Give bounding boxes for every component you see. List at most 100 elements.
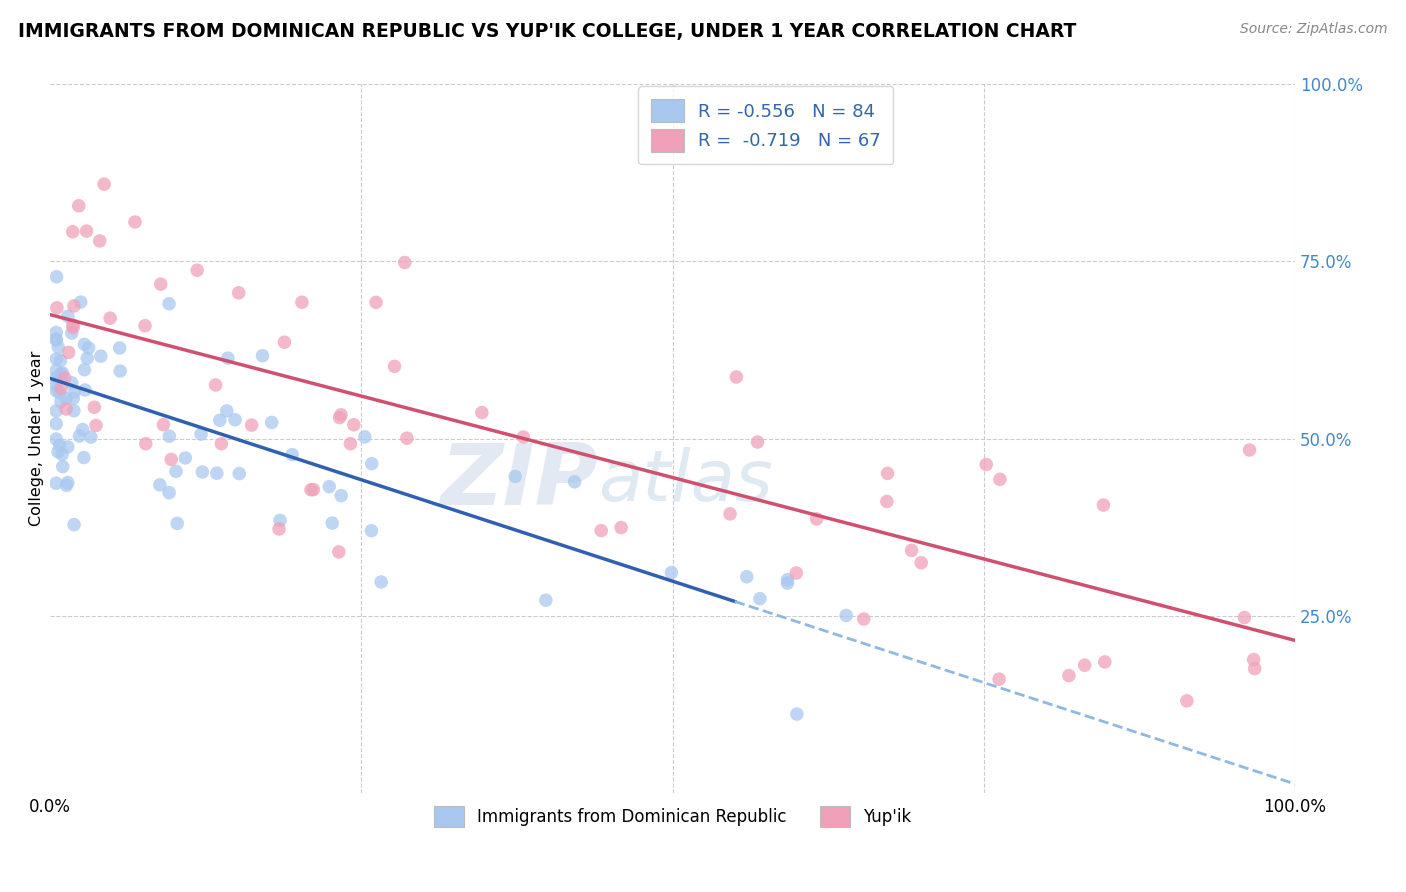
- Point: [343, 417, 366, 432]
- Point: [564, 475, 586, 489]
- Point: [321, 516, 343, 530]
- Point: [806, 512, 828, 526]
- Point: [610, 520, 633, 534]
- Point: [328, 410, 350, 425]
- Point: [748, 591, 770, 606]
- Point: [73, 362, 96, 376]
- Point: [1239, 442, 1261, 457]
- Point: [747, 435, 769, 450]
- Point: [45, 432, 67, 446]
- Point: [62, 318, 84, 332]
- Point: [786, 707, 808, 722]
- Point: [252, 349, 274, 363]
- Point: [534, 593, 557, 607]
- Point: [49, 381, 72, 395]
- Point: [260, 416, 283, 430]
- Point: [149, 277, 172, 292]
- Point: [49, 353, 72, 368]
- Point: [84, 418, 107, 433]
- Point: [215, 404, 238, 418]
- Point: [45, 384, 67, 398]
- Point: [46, 444, 69, 458]
- Text: atlas: atlas: [598, 447, 772, 516]
- Point: [267, 522, 290, 536]
- Point: [62, 392, 84, 406]
- Point: [240, 418, 263, 433]
- Point: [45, 301, 67, 315]
- Point: [725, 370, 748, 384]
- Point: [835, 608, 858, 623]
- Point: [228, 285, 250, 300]
- Point: [661, 566, 683, 580]
- Point: [55, 402, 77, 417]
- Point: [45, 269, 67, 284]
- Point: [1094, 655, 1116, 669]
- Point: [55, 392, 77, 406]
- Point: [108, 341, 131, 355]
- Text: Source: ZipAtlas.com: Source: ZipAtlas.com: [1240, 22, 1388, 37]
- Point: [67, 429, 90, 443]
- Point: [157, 297, 180, 311]
- Point: [852, 612, 875, 626]
- Point: [55, 478, 77, 492]
- Point: [73, 337, 96, 351]
- Point: [330, 489, 353, 503]
- Text: ZIP: ZIP: [440, 440, 598, 523]
- Point: [135, 436, 157, 450]
- Point: [1092, 498, 1115, 512]
- Point: [394, 255, 416, 269]
- Point: [384, 359, 406, 374]
- Point: [45, 363, 67, 377]
- Point: [735, 570, 758, 584]
- Point: [360, 524, 382, 538]
- Point: [60, 376, 83, 390]
- Point: [45, 332, 67, 346]
- Text: IMMIGRANTS FROM DOMINICAN REPUBLIC VS YUP'IK COLLEGE, UNDER 1 YEAR CORRELATION C: IMMIGRANTS FROM DOMINICAN REPUBLIC VS YU…: [18, 22, 1077, 41]
- Point: [330, 408, 353, 422]
- Point: [62, 225, 84, 239]
- Point: [56, 310, 79, 324]
- Point: [269, 513, 291, 527]
- Point: [83, 401, 105, 415]
- Point: [48, 385, 70, 400]
- Point: [51, 447, 73, 461]
- Point: [776, 573, 799, 587]
- Point: [152, 417, 174, 432]
- Point: [72, 423, 94, 437]
- Point: [591, 524, 613, 538]
- Point: [134, 318, 156, 333]
- Point: [45, 476, 67, 491]
- Point: [328, 545, 350, 559]
- Point: [98, 311, 121, 326]
- Point: [73, 450, 96, 465]
- Point: [281, 448, 304, 462]
- Point: [45, 351, 67, 366]
- Point: [353, 430, 375, 444]
- Point: [46, 340, 69, 354]
- Point: [108, 364, 131, 378]
- Point: [1233, 610, 1256, 624]
- Point: [974, 458, 997, 472]
- Point: [190, 427, 212, 442]
- Point: [224, 413, 246, 427]
- Point: [69, 295, 91, 310]
- Point: [56, 475, 79, 490]
- Point: [1243, 652, 1265, 666]
- Point: [80, 430, 103, 444]
- Point: [90, 349, 112, 363]
- Point: [208, 413, 231, 427]
- Point: [51, 366, 73, 380]
- Point: [988, 472, 1011, 486]
- Point: [339, 436, 361, 450]
- Point: [60, 326, 83, 340]
- Point: [186, 263, 208, 277]
- Point: [209, 436, 232, 450]
- Point: [157, 485, 180, 500]
- Point: [67, 199, 90, 213]
- Point: [89, 234, 111, 248]
- Point: [1175, 694, 1198, 708]
- Point: [1057, 668, 1080, 682]
- Point: [124, 215, 146, 229]
- Point: [785, 566, 807, 580]
- Point: [395, 431, 418, 445]
